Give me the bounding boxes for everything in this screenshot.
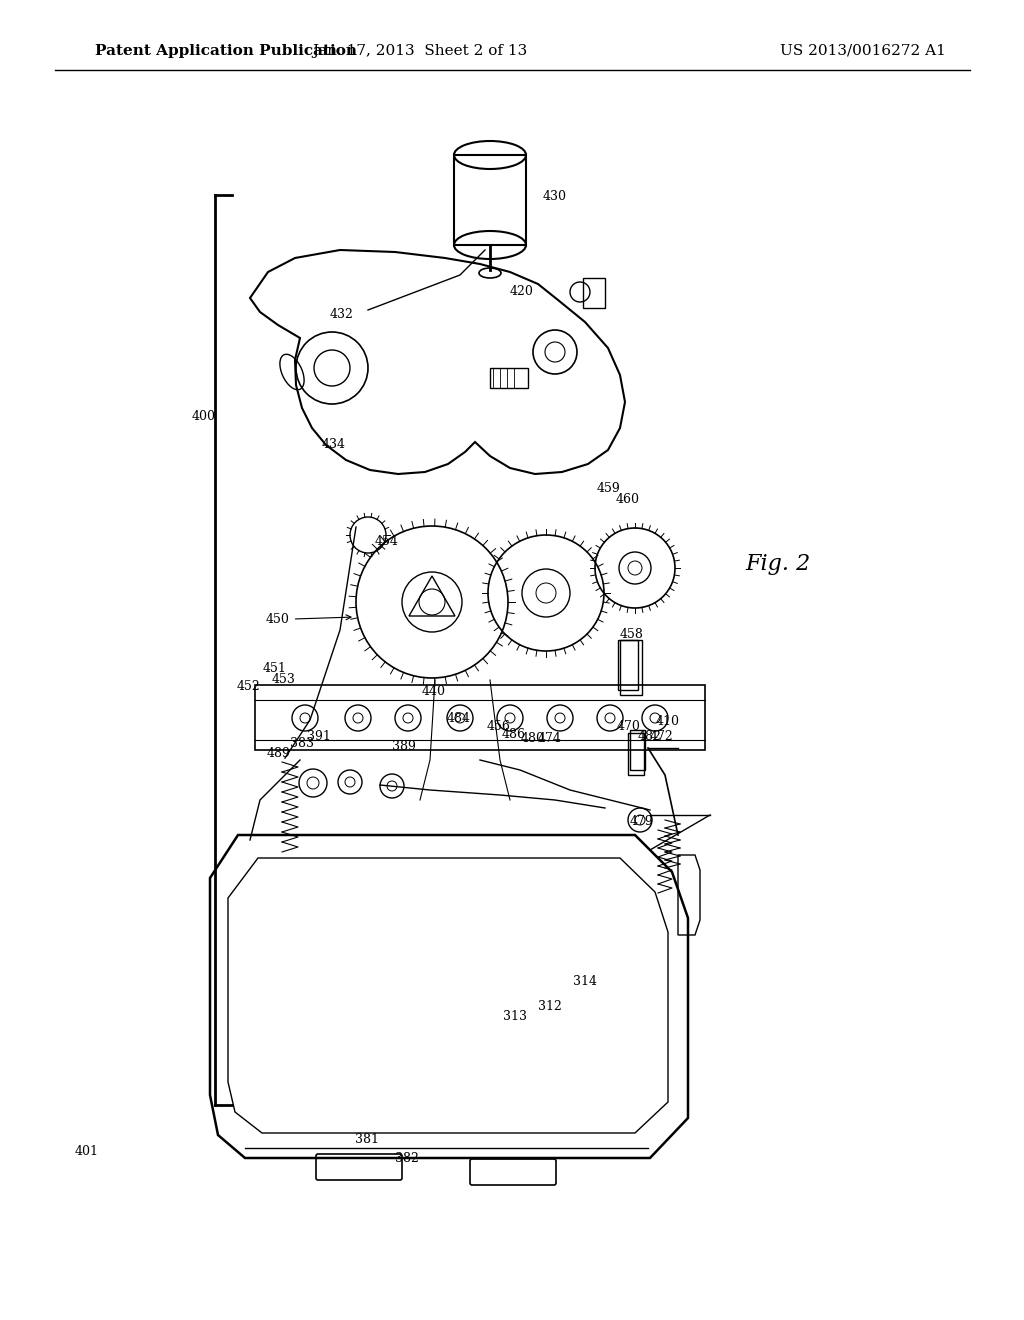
Bar (618, 640, 638, 690)
Text: 472: 472 (650, 730, 674, 743)
Text: 453: 453 (272, 673, 296, 686)
Bar (255, 685, 705, 750)
Text: 420: 420 (510, 285, 534, 298)
Text: 480: 480 (521, 733, 545, 744)
Text: 382: 382 (395, 1152, 419, 1166)
Text: 314: 314 (573, 975, 597, 987)
Text: US 2013/0016272 A1: US 2013/0016272 A1 (780, 44, 946, 58)
Bar (620, 640, 642, 696)
Text: 460: 460 (616, 492, 640, 506)
Text: 451: 451 (263, 663, 287, 675)
Text: 391: 391 (307, 730, 331, 743)
Text: 434: 434 (322, 438, 346, 451)
Text: 479: 479 (630, 814, 653, 828)
Text: 381: 381 (355, 1133, 379, 1146)
Text: Jan. 17, 2013  Sheet 2 of 13: Jan. 17, 2013 Sheet 2 of 13 (312, 44, 527, 58)
Text: 440: 440 (422, 685, 446, 698)
Text: 459: 459 (597, 482, 621, 495)
Text: 486: 486 (502, 729, 526, 741)
Text: 452: 452 (237, 680, 261, 693)
Text: 401: 401 (75, 1144, 99, 1158)
Text: 482: 482 (638, 730, 662, 743)
Text: 470: 470 (617, 719, 641, 733)
Text: 383: 383 (290, 737, 314, 750)
Text: 489: 489 (267, 747, 291, 760)
Text: 484: 484 (447, 711, 471, 725)
Bar (454, 154, 526, 246)
Text: 454: 454 (375, 535, 399, 548)
Text: 430: 430 (543, 190, 567, 203)
Text: Fig. 2: Fig. 2 (745, 553, 810, 576)
Text: 400: 400 (193, 411, 216, 422)
Text: 410: 410 (656, 715, 680, 729)
Bar (630, 730, 645, 770)
Text: 456: 456 (487, 719, 511, 733)
Text: 313: 313 (503, 1010, 527, 1023)
Text: 474: 474 (538, 733, 562, 744)
Text: 450: 450 (266, 612, 351, 626)
Text: 458: 458 (620, 628, 644, 642)
Bar (490, 368, 528, 388)
Bar (583, 279, 605, 308)
Text: 432: 432 (330, 308, 354, 321)
Text: 312: 312 (538, 1001, 562, 1012)
Text: Patent Application Publication: Patent Application Publication (95, 44, 357, 58)
Text: 389: 389 (392, 741, 416, 752)
Bar (628, 733, 644, 775)
